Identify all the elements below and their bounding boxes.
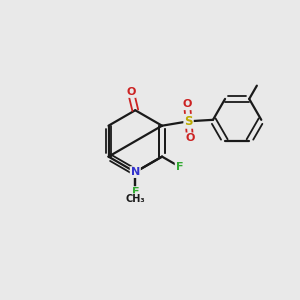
Text: CH₃: CH₃	[125, 194, 145, 204]
Text: S: S	[184, 115, 193, 128]
Text: O: O	[182, 99, 192, 109]
Text: F: F	[131, 187, 139, 197]
Text: O: O	[185, 134, 195, 143]
Text: N: N	[131, 167, 140, 177]
Text: O: O	[126, 87, 136, 97]
Text: F: F	[176, 162, 183, 172]
